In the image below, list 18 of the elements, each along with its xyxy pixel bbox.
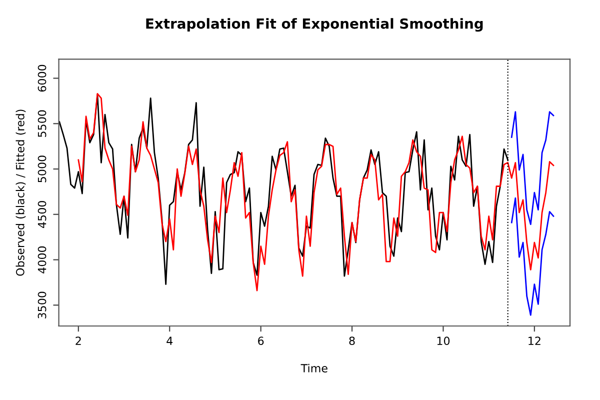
y-tick-label: 5500 — [38, 110, 46, 137]
y-tick-label: 5000 — [38, 156, 46, 182]
line-series — [510, 111, 554, 226]
x-axis-title: Time — [300, 364, 328, 372]
y-tick-label: 6000 — [38, 64, 46, 92]
chart-title: Extrapolation Fit of Exponential Smoothing — [146, 18, 483, 32]
line-series — [78, 92, 554, 292]
y-tick-label: 4000 — [38, 246, 46, 274]
x-tick-label: 8 — [349, 336, 355, 346]
x-tick-label: 12 — [528, 336, 540, 345]
y-tick-label: 4500 — [38, 200, 46, 228]
y-axis-title: Observed (black) / Fitted (red) — [16, 110, 26, 276]
line-series — [510, 197, 554, 316]
y-tick-label: 3500 — [38, 292, 46, 318]
x-tick-label: 2 — [76, 336, 81, 345]
x-tick-label: 6 — [258, 336, 264, 346]
x-tick-label: 4 — [166, 336, 173, 345]
x-tick-label: 10 — [437, 336, 450, 346]
